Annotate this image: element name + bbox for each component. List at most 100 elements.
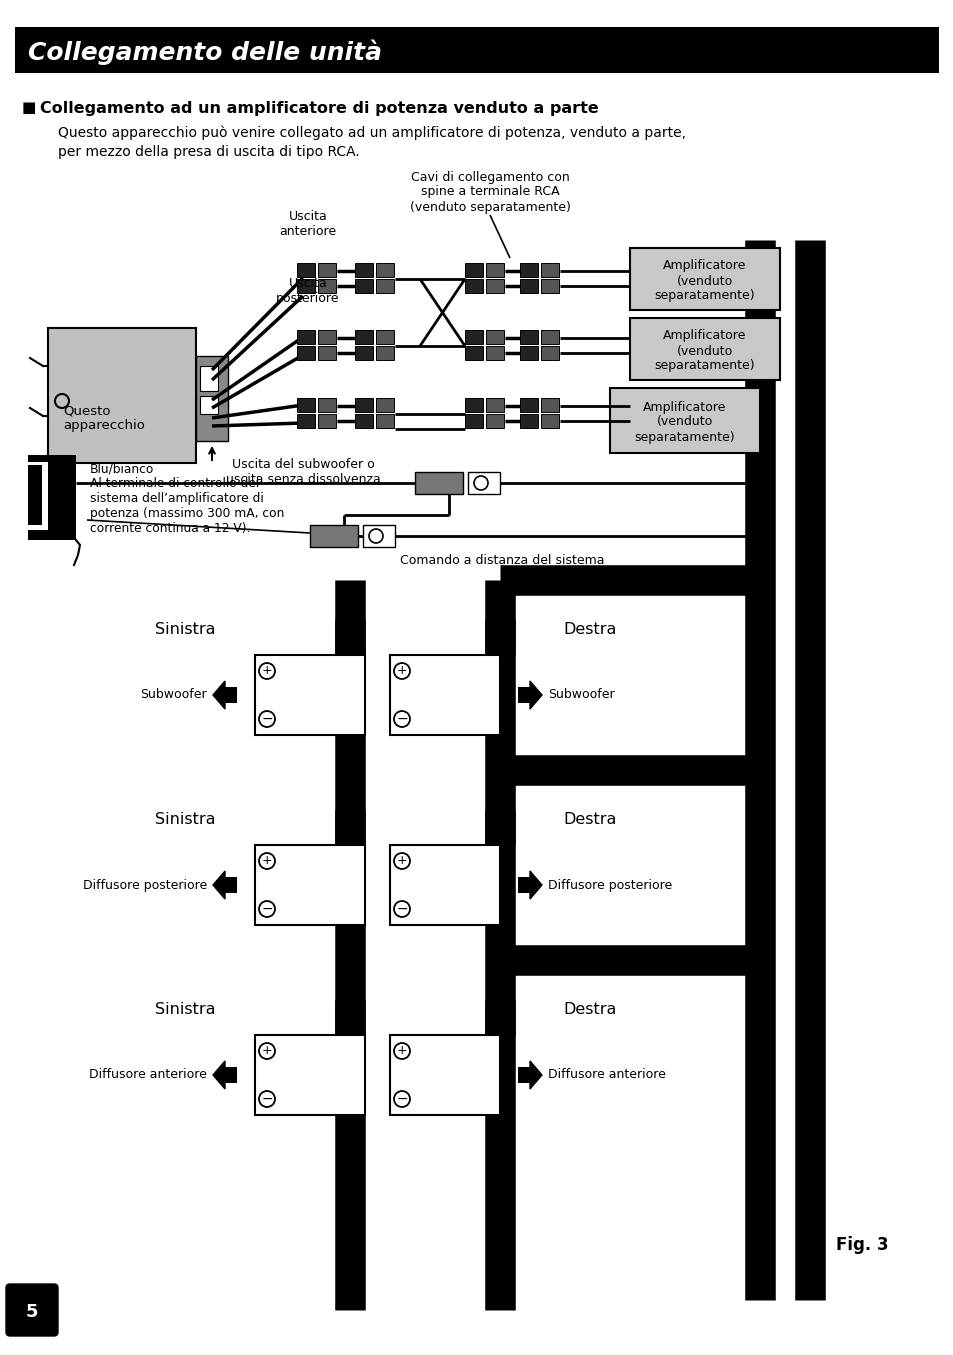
Bar	[225, 687, 236, 703]
Bar	[375, 415, 394, 428]
Bar	[355, 263, 373, 276]
Bar	[254, 846, 365, 925]
Text: Questo
apparecchio: Questo apparecchio	[63, 404, 145, 432]
Text: Subwoofer: Subwoofer	[140, 688, 207, 702]
Bar	[464, 398, 482, 412]
Bar	[609, 388, 760, 453]
Bar	[464, 415, 482, 428]
Text: Sinistra: Sinistra	[154, 622, 215, 637]
Bar	[415, 472, 462, 495]
Text: per mezzo della presa di uscita di tipo RCA.: per mezzo della presa di uscita di tipo …	[58, 145, 359, 159]
Bar	[468, 472, 499, 495]
Bar	[375, 331, 394, 344]
Bar	[15, 27, 938, 73]
Bar	[254, 1035, 365, 1115]
Text: +: +	[261, 855, 272, 867]
Bar	[310, 524, 357, 547]
Text: −: −	[395, 1092, 407, 1106]
Bar	[28, 462, 48, 530]
FancyBboxPatch shape	[6, 1285, 58, 1336]
Bar	[225, 1066, 236, 1083]
Text: Destra: Destra	[562, 813, 616, 828]
Bar	[317, 279, 335, 293]
Bar	[464, 263, 482, 276]
Bar	[375, 346, 394, 360]
Text: Fig. 3: Fig. 3	[835, 1236, 887, 1253]
Bar	[355, 346, 373, 360]
Bar	[540, 398, 558, 412]
Bar	[485, 263, 503, 276]
Text: −: −	[261, 902, 273, 916]
Bar	[540, 331, 558, 344]
Text: Uscita del subwoofer o
uscita senza dissolvenza: Uscita del subwoofer o uscita senza diss…	[226, 458, 380, 486]
Bar	[464, 279, 482, 293]
Bar	[519, 331, 537, 344]
Text: Questo apparecchio può venire collegato ad un amplificatore di potenza, venduto : Questo apparecchio può venire collegato …	[58, 126, 685, 141]
Bar	[629, 318, 780, 379]
Bar	[355, 398, 373, 412]
Text: 5: 5	[26, 1304, 38, 1321]
Text: Diffusore posteriore: Diffusore posteriore	[83, 878, 207, 892]
Text: Subwoofer: Subwoofer	[547, 688, 614, 702]
Bar	[540, 346, 558, 360]
Bar	[195, 356, 228, 440]
Bar	[390, 846, 499, 925]
Bar	[517, 877, 530, 893]
Bar	[519, 346, 537, 360]
Bar	[540, 279, 558, 293]
Bar	[296, 346, 314, 360]
Text: Sinistra: Sinistra	[154, 1003, 215, 1018]
Polygon shape	[213, 682, 225, 709]
Polygon shape	[213, 1061, 225, 1089]
Bar	[317, 331, 335, 344]
Bar	[375, 398, 394, 412]
Text: −: −	[261, 711, 273, 726]
Bar	[355, 279, 373, 293]
Text: Uscita
posteriore: Uscita posteriore	[276, 276, 339, 305]
Bar	[296, 415, 314, 428]
Bar	[200, 396, 218, 415]
Bar	[254, 654, 365, 734]
Bar	[28, 465, 42, 524]
Text: Collegamento delle unità: Collegamento delle unità	[28, 39, 381, 65]
Text: Amplificatore
(venduto
separatamente): Amplificatore (venduto separatamente)	[654, 260, 755, 302]
Bar	[296, 331, 314, 344]
Bar	[28, 455, 76, 541]
Text: Sinistra: Sinistra	[154, 813, 215, 828]
Text: +: +	[261, 1045, 272, 1057]
Polygon shape	[213, 871, 225, 898]
Bar	[464, 331, 482, 344]
Text: −: −	[395, 902, 407, 916]
Text: Destra: Destra	[562, 1003, 616, 1018]
Text: Comando a distanza del sistema: Comando a distanza del sistema	[399, 553, 604, 566]
Bar	[519, 263, 537, 276]
Text: Destra: Destra	[562, 622, 616, 637]
Text: Blu/bianco
Al terminale di controllo del
sistema dell’amplificatore di
potenza (: Blu/bianco Al terminale di controllo del…	[90, 462, 284, 535]
Text: Amplificatore
(venduto
separatamente): Amplificatore (venduto separatamente)	[654, 329, 755, 373]
Bar	[296, 263, 314, 276]
Bar	[317, 415, 335, 428]
Text: +: +	[396, 1045, 407, 1057]
Bar	[200, 366, 218, 392]
Text: Diffusore posteriore: Diffusore posteriore	[547, 878, 672, 892]
Bar	[540, 263, 558, 276]
Bar	[485, 346, 503, 360]
Text: −: −	[395, 711, 407, 726]
Text: Uscita
anteriore: Uscita anteriore	[279, 210, 336, 238]
Text: Diffusore anteriore: Diffusore anteriore	[89, 1069, 207, 1081]
Bar	[363, 524, 395, 547]
Text: +: +	[396, 664, 407, 678]
Bar	[485, 331, 503, 344]
Bar	[48, 328, 195, 463]
Bar	[464, 346, 482, 360]
Polygon shape	[530, 1061, 541, 1089]
Bar	[485, 398, 503, 412]
Text: ■: ■	[22, 100, 36, 115]
Polygon shape	[530, 682, 541, 709]
Bar	[485, 279, 503, 293]
Bar	[519, 398, 537, 412]
Bar	[317, 398, 335, 412]
Bar	[517, 1066, 530, 1083]
Bar	[375, 279, 394, 293]
Bar	[519, 279, 537, 293]
